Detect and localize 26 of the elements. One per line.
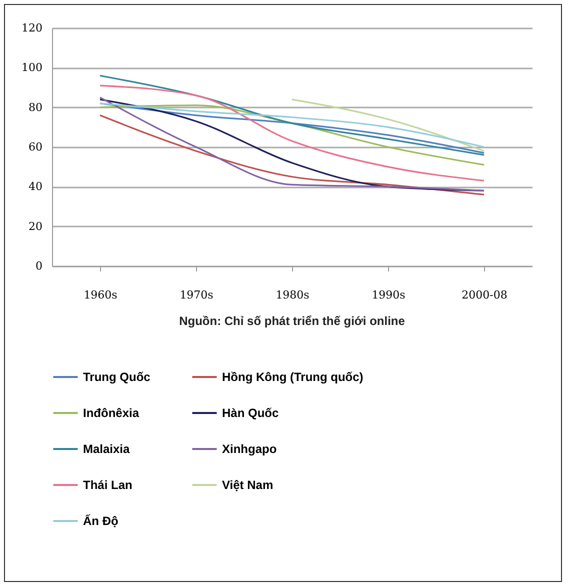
legend-label: Malaixia xyxy=(83,442,130,456)
legend-label: Hàn Quốc xyxy=(222,406,279,420)
legend-label: Việt Nam xyxy=(222,478,274,492)
x-tick-label: 1960s xyxy=(84,288,118,302)
line-series xyxy=(99,104,485,166)
y-tick-label: 40 xyxy=(28,180,42,194)
legend-label: Hồng Kông (Trung quốc) xyxy=(222,370,364,384)
legend-label: Ấn Độ xyxy=(83,514,118,528)
y-tick-label: 120 xyxy=(22,22,42,34)
y-tick-label: 100 xyxy=(22,61,42,74)
x-tick-label: 1970s xyxy=(180,288,214,302)
y-tick-label: 20 xyxy=(28,220,42,233)
y-tick-label: 60 xyxy=(28,140,42,154)
legend-label: Trung Quốc xyxy=(83,370,151,384)
x-tick-label: 1990s xyxy=(372,288,406,302)
x-tick-label: 1980s xyxy=(276,288,310,302)
legend-label: Xinhgapo xyxy=(222,442,277,456)
x-tick-label: 2000-08 xyxy=(462,288,508,302)
legend-label: Thái Lan xyxy=(83,478,132,492)
y-tick-label: 80 xyxy=(28,100,42,114)
y-tick-label: 0 xyxy=(36,260,42,272)
legend-label: Inđônêxia xyxy=(83,406,140,420)
line-series xyxy=(99,114,485,196)
line-series xyxy=(99,84,485,182)
text: Nguồn: Chỉ số phát triển thế giới online xyxy=(179,314,406,328)
line-series xyxy=(99,74,485,156)
